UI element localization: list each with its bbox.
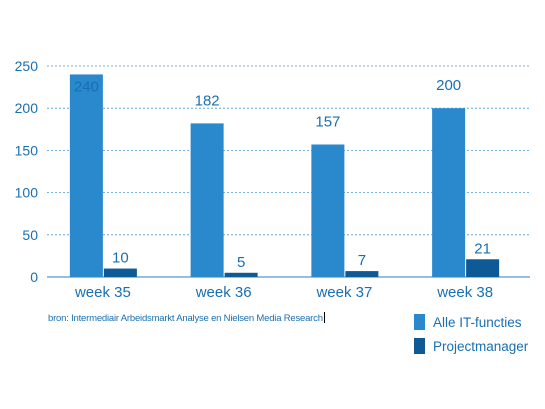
text-cursor — [323, 312, 325, 323]
x-category-label: week 35 — [74, 284, 131, 301]
bar — [345, 271, 379, 277]
bar — [190, 123, 224, 277]
legend-label: Projectmanager — [433, 338, 529, 354]
bars — [69, 74, 500, 277]
bar — [466, 259, 500, 277]
bar — [224, 272, 258, 277]
y-tick-label: 50 — [22, 227, 38, 243]
gridlines — [47, 65, 530, 236]
legend-swatch — [414, 314, 425, 330]
bar — [69, 74, 103, 277]
legend-swatch — [414, 338, 425, 354]
legend-item-alle-it-functies: Alle IT-functies — [414, 313, 528, 331]
bar — [432, 108, 466, 277]
x-category-label: week 38 — [436, 284, 493, 301]
y-tick-label: 0 — [30, 269, 38, 285]
data-label: 240 — [74, 78, 99, 95]
source-note-text: bron: Intermediair Arbeidsmarkt Analyse … — [48, 313, 323, 324]
legend-item-projectmanager: Projectmanager — [414, 337, 528, 355]
data-labels: 240 10 182 5 157 7 200 21 — [74, 77, 491, 271]
data-label: 7 — [358, 252, 366, 269]
data-label: 10 — [112, 250, 129, 267]
source-note: bron: Intermediair Arbeidsmarkt Analyse … — [48, 312, 325, 324]
y-tick-label: 150 — [15, 142, 39, 158]
legend: Alle IT-functies Projectmanager — [414, 313, 528, 361]
data-label: 182 — [195, 92, 220, 109]
y-tick-label: 200 — [15, 100, 39, 116]
x-category-label: week 36 — [195, 284, 252, 301]
x-axis: week 35 week 36 week 37 week 38 — [74, 284, 493, 301]
y-tick-label: 100 — [15, 185, 39, 201]
bar — [103, 268, 137, 277]
data-label: 157 — [315, 113, 340, 130]
x-category-label: week 37 — [315, 284, 372, 301]
legend-label: Alle IT-functies — [433, 314, 522, 330]
data-label: 21 — [474, 240, 491, 257]
y-tick-label: 250 — [15, 58, 39, 74]
data-label: 200 — [436, 77, 461, 94]
data-label: 5 — [237, 254, 245, 271]
bar — [311, 144, 345, 277]
